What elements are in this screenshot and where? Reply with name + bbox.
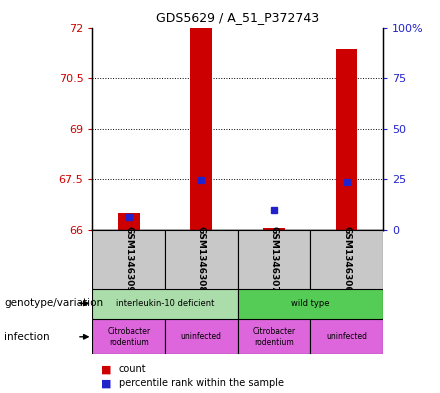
Bar <box>191 28 212 230</box>
Text: genotype/variation: genotype/variation <box>4 298 103 309</box>
Text: Citrobacter
rodentium: Citrobacter rodentium <box>252 327 296 347</box>
Text: ■: ■ <box>101 378 112 388</box>
Bar <box>92 230 165 289</box>
Text: wild type: wild type <box>291 299 330 309</box>
Bar <box>118 213 139 230</box>
Text: uninfected: uninfected <box>326 332 367 341</box>
Bar <box>165 319 238 354</box>
Bar <box>310 230 383 289</box>
Title: GDS5629 / A_51_P372743: GDS5629 / A_51_P372743 <box>156 11 319 24</box>
Bar <box>92 289 238 319</box>
Text: interleukin-10 deficient: interleukin-10 deficient <box>116 299 214 309</box>
Bar <box>310 319 383 354</box>
Text: uninfected: uninfected <box>181 332 222 341</box>
Bar <box>238 230 310 289</box>
Text: GSM1346307: GSM1346307 <box>269 226 279 293</box>
Text: Citrobacter
rodentium: Citrobacter rodentium <box>107 327 150 347</box>
Bar <box>165 230 238 289</box>
Text: count: count <box>119 364 147 375</box>
Text: GSM1346306: GSM1346306 <box>342 226 351 293</box>
Bar <box>336 50 357 230</box>
Bar <box>92 319 165 354</box>
Text: GSM1346308: GSM1346308 <box>197 226 206 293</box>
Bar <box>238 289 383 319</box>
Bar <box>263 228 285 230</box>
Text: infection: infection <box>4 332 50 342</box>
Text: percentile rank within the sample: percentile rank within the sample <box>119 378 284 388</box>
Text: GSM1346309: GSM1346309 <box>124 226 133 293</box>
Bar <box>238 319 310 354</box>
Text: ■: ■ <box>101 364 112 375</box>
